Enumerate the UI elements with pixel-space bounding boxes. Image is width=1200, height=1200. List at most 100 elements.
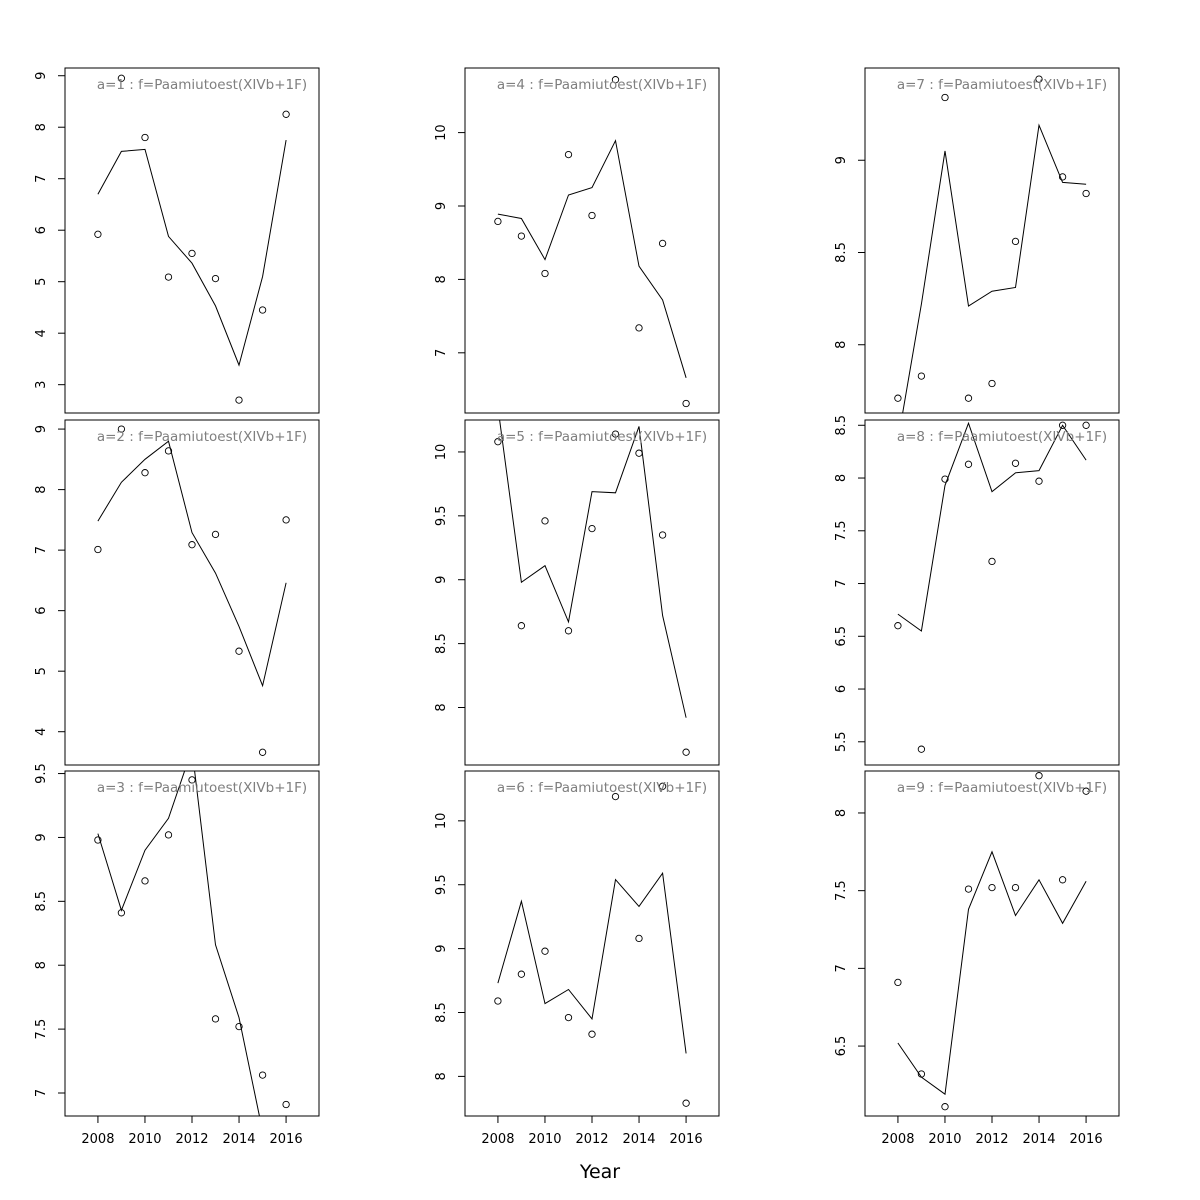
plot-frame (864, 67, 1120, 414)
observed-point (611, 792, 620, 801)
observed-point (941, 1103, 949, 1111)
panel-title: a=9 : f=Paamiutoest(XIVb+1F) (897, 780, 1107, 796)
observed-point (1035, 772, 1043, 780)
x-axis-title: Year (579, 1161, 620, 1183)
observed-point (894, 622, 902, 630)
x-tick-label: 2014 (622, 1132, 655, 1147)
x-tick-label: 2012 (975, 1132, 1008, 1147)
fitted-line (497, 871, 687, 1054)
y-tick-label: 7 (34, 546, 49, 554)
observed-point (564, 627, 573, 635)
x-tick-label: 2014 (1022, 1132, 1055, 1147)
observed-point (588, 1030, 596, 1038)
observed-point (1035, 75, 1043, 83)
observed-point (1082, 421, 1090, 429)
fitted-line (897, 850, 1087, 1096)
observed-point (164, 447, 173, 455)
observed-point (541, 517, 549, 525)
plot-frame (64, 419, 320, 766)
panel-1: a=1 : f=Paamiutoest(XIVb+1F) 3 4 5 6 7 8 9 (34, 67, 320, 414)
observed-point (941, 93, 949, 102)
y-tick-label: 5.5 (834, 731, 849, 752)
fitted-line (97, 440, 287, 688)
observed-point (235, 647, 243, 655)
y-tick-label: 8.5 (834, 415, 849, 436)
observed-point (682, 1099, 690, 1107)
panel-title: a=5 : f=Paamiutoest(XIVb+1F) (497, 429, 707, 445)
fitted-line (897, 421, 1087, 632)
observed-point (917, 372, 926, 380)
observed-point (611, 430, 620, 438)
y-tick-label: 8 (834, 341, 849, 349)
observed-point (682, 748, 690, 756)
observed-point (235, 396, 243, 404)
x-tick-label: 2010 (928, 1132, 961, 1147)
observed-point (682, 399, 690, 408)
y-tick-label: 5 (34, 667, 49, 675)
observed-point (917, 745, 926, 753)
y-tick-label: 4 (34, 329, 49, 337)
x-tick-label: 2016 (270, 1132, 303, 1147)
observed-point (117, 74, 126, 82)
observed-point (988, 379, 996, 388)
observed-point (117, 909, 126, 917)
observed-point (658, 239, 667, 248)
plot-frame (64, 67, 320, 414)
panel-title: a=1 : f=Paamiutoest(XIVb+1F) (97, 77, 307, 93)
observed-point (188, 776, 196, 784)
panel-title: a=7 : f=Paamiutoest(XIVb+1F) (897, 77, 1107, 93)
panel-5: a=5 : f=Paamiutoest(XIVb+1F) 8 8.5 9 9.5 10 (434, 419, 720, 766)
y-tick-label: 7 (34, 1089, 49, 1097)
y-tick-label: 8 (34, 961, 49, 969)
y-tick-label: 9 (434, 576, 449, 584)
observed-point (141, 133, 149, 142)
observed-point (211, 1015, 220, 1023)
observed-point (988, 557, 996, 566)
observed-point (211, 274, 220, 283)
observed-point (964, 460, 973, 468)
y-tick-label: 8 (434, 275, 449, 283)
observed-point (494, 217, 502, 226)
y-tick-label: 10 (434, 124, 449, 141)
x-tick-label: 2008 (481, 1132, 514, 1147)
y-tick-label: 6.5 (834, 626, 849, 647)
observed-point (117, 425, 126, 433)
observed-point (258, 1071, 267, 1079)
observed-point (917, 1070, 926, 1078)
observed-point (541, 947, 549, 955)
y-tick-label: 9.5 (34, 763, 49, 784)
y-tick-label: 7 (834, 964, 849, 972)
observed-point (164, 273, 173, 281)
observed-point (282, 516, 290, 524)
observed-point (258, 748, 267, 756)
panel-4: a=4 : f=Paamiutoest(XIVb+1F) 7 8 9 10 (434, 67, 720, 414)
y-tick-label: 9 (34, 425, 49, 433)
observed-point (188, 249, 196, 258)
observed-point (517, 232, 526, 240)
y-tick-label: 8.5 (434, 633, 449, 654)
observed-point (494, 997, 502, 1005)
x-tick-label: 2008 (881, 1132, 914, 1147)
y-tick-label: 8.5 (834, 242, 849, 263)
y-tick-label: 9 (834, 156, 849, 164)
observed-point (1058, 173, 1067, 181)
observed-point (635, 449, 643, 457)
x-tick-label: 2010 (528, 1132, 561, 1147)
observed-point (1011, 237, 1020, 246)
y-tick-label: 6.5 (834, 1036, 849, 1057)
y-tick-label: 9.5 (434, 505, 449, 526)
y-tick-label: 8 (834, 809, 849, 817)
y-tick-label: 5 (34, 278, 49, 286)
observed-point (1082, 787, 1090, 795)
observed-point (588, 211, 596, 220)
y-tick-label: 7.5 (834, 520, 849, 541)
observed-point (282, 1100, 290, 1109)
observed-point (894, 978, 902, 987)
observed-point (94, 545, 102, 554)
y-tick-label: 6 (34, 607, 49, 615)
observed-point (988, 883, 996, 892)
observed-point (1035, 477, 1043, 485)
y-tick-label: 9 (434, 944, 449, 952)
y-tick-label: 8 (434, 703, 449, 711)
observed-point (635, 324, 643, 332)
